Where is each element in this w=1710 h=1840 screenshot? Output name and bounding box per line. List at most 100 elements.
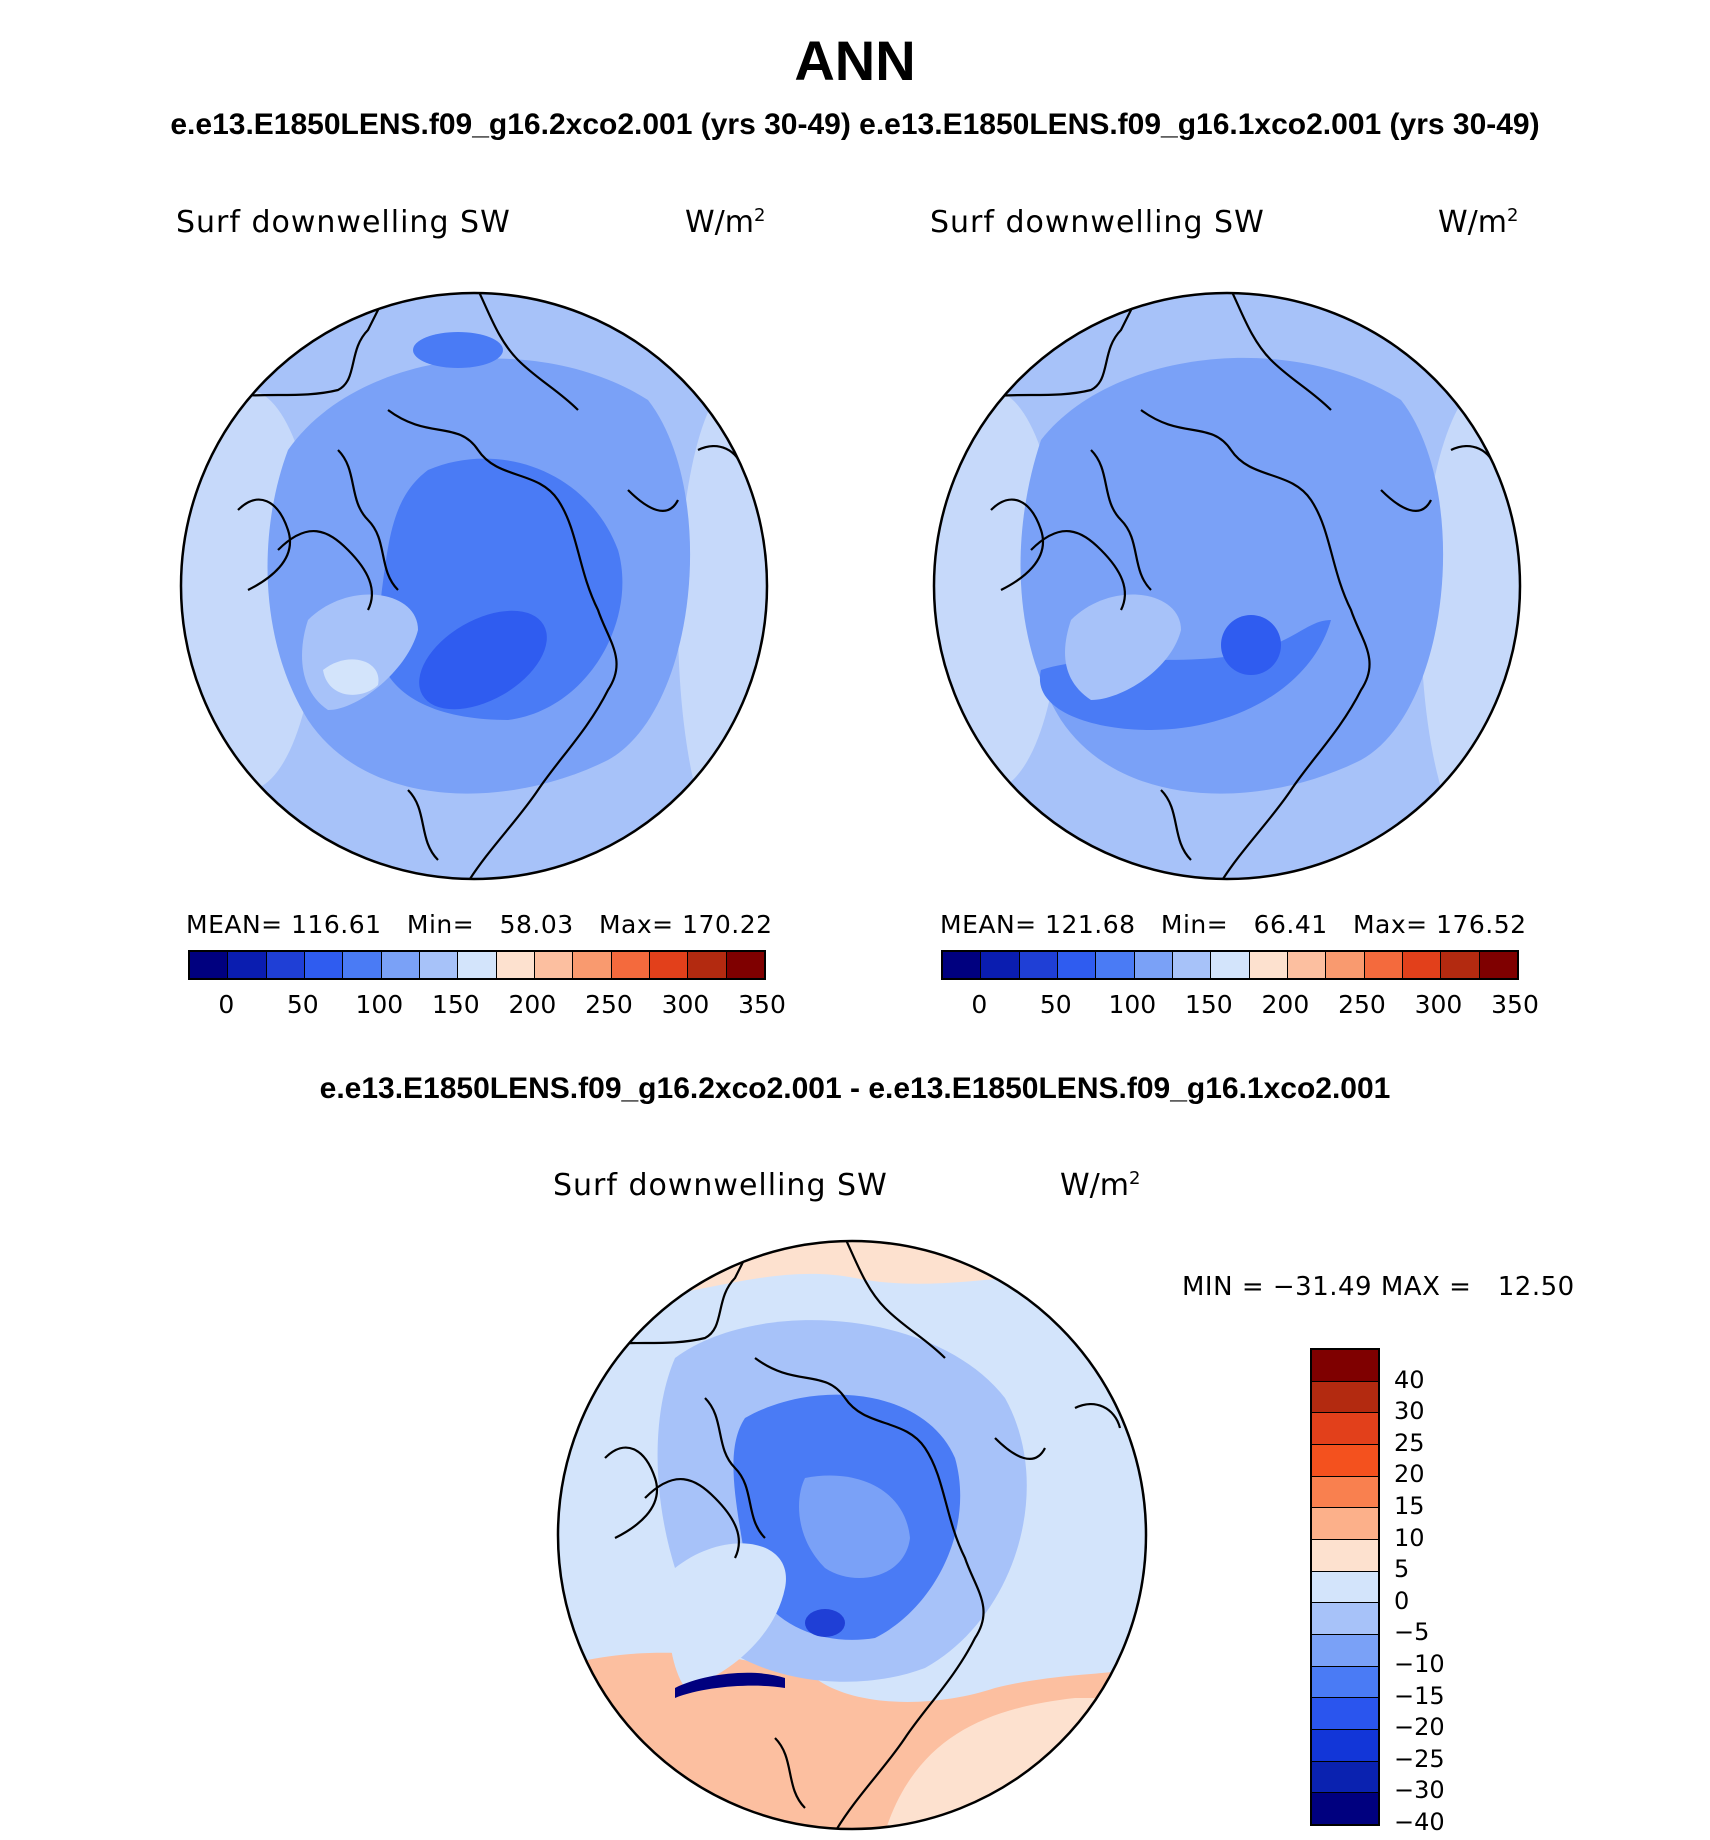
diff-colorbar-label: 15 <box>1394 1492 1425 1520</box>
diff-colorbar-swatch <box>1312 1730 1378 1762</box>
right-map-greenland <box>1065 594 1181 700</box>
diff-colorbar-label: 30 <box>1394 1397 1425 1426</box>
right-colorbar-tick-label: 100 <box>1108 990 1157 1019</box>
diff-colorbar-label: −15 <box>1394 1681 1445 1710</box>
left-map-light-region-east <box>678 380 767 860</box>
left-colorbar-swatch <box>726 952 764 978</box>
right-colorbar-swatch <box>1019 952 1058 978</box>
diff-colorbar-label: 25 <box>1394 1428 1425 1457</box>
left-map-dark-region <box>419 610 547 710</box>
left-colorbar-swatch <box>496 952 535 978</box>
right-colorbar-swatch <box>1402 952 1442 978</box>
right-colorbar <box>941 950 1519 980</box>
diff-colorbar-label: −5 <box>1394 1618 1430 1647</box>
left-map-coastlines <box>217 293 745 879</box>
right-colorbar-tick-label: 50 <box>1039 990 1072 1019</box>
left-polar-map <box>179 291 769 881</box>
diff-units-label: W/m2 <box>1060 1168 1141 1203</box>
left-colorbar-swatch <box>266 952 305 978</box>
left-colorbar-swatch <box>688 952 727 978</box>
diff-subtitle: e.e13.E1850LENS.f09_g16.2xco2.001 - e.e1… <box>319 1072 1391 1105</box>
left-colorbar-tick-label: 50 <box>286 990 319 1019</box>
right-colorbar-swatch <box>1057 952 1097 978</box>
diff-map-greenland <box>668 1543 786 1688</box>
left-colorbar-tick-label: 150 <box>432 990 480 1019</box>
figure-title: ANN <box>794 29 916 92</box>
right-colorbar-tick-label: 350 <box>1491 990 1539 1019</box>
diff-colorbar-swatch <box>1312 1445 1378 1477</box>
diff-colorbar-label: −10 <box>1394 1650 1445 1678</box>
left-colorbar-swatch <box>381 952 420 978</box>
diff-colorbar-label: 0 <box>1394 1586 1410 1615</box>
left-colorbar-swatch <box>611 952 650 978</box>
right-colorbar-tick-label: 300 <box>1414 990 1463 1019</box>
diff-colorbar-swatch <box>1312 1571 1378 1604</box>
diff-colorbar-swatch <box>1312 1540 1378 1572</box>
left-colorbar-swatch <box>649 952 689 978</box>
left-colorbar <box>188 950 766 980</box>
left-map-greenland-core <box>323 659 379 695</box>
left-colorbar-tick-label: 350 <box>738 990 786 1019</box>
left-colorbar-tick-label: 250 <box>585 990 633 1019</box>
diff-colorbar-swatch <box>1312 1761 1378 1794</box>
right-colorbar-swatch <box>1134 952 1173 978</box>
left-map-boundary <box>179 291 769 881</box>
diff-map-cooling-center <box>799 1475 910 1578</box>
left-colorbar-tick-label: 100 <box>355 990 404 1019</box>
right-colorbar-swatch <box>1479 952 1517 978</box>
right-colorbar-swatch <box>1364 952 1403 978</box>
right-colorbar-swatch <box>1249 952 1288 978</box>
right-colorbar-swatch <box>1287 952 1327 978</box>
right-map-dark-region <box>1221 615 1281 675</box>
right-polar-map <box>932 291 1522 881</box>
right-colorbar-ticks: 0 50 100 150 200 250 300 350 <box>941 990 1539 1020</box>
diff-colorbar-swatch <box>1312 1381 1378 1414</box>
diff-colorbar-label: 20 <box>1394 1460 1425 1489</box>
diff-map-dark-streak <box>675 1672 785 1698</box>
right-stats: MEAN= 121.68 Min= 66.41 Max= 176.52 <box>940 910 1527 939</box>
diff-stats: MIN = −31.49 MAX = 12.50 <box>1182 1272 1575 1302</box>
left-colorbar-swatch <box>458 952 497 978</box>
right-colorbar-tick-label: 150 <box>1185 990 1233 1019</box>
left-colorbar-swatch <box>419 952 459 978</box>
diff-colorbar-swatch <box>1312 1666 1378 1699</box>
diff-colorbar-labels: 40 30 25 20 15 10 5 0 −5 −10 −15 −20 −25 −30 −40 <box>1394 1348 1514 1836</box>
left-colorbar-swatch <box>228 952 267 978</box>
right-colorbar-tick-label: 200 <box>1261 990 1310 1019</box>
left-colorbar-swatch <box>304 952 344 978</box>
right-colorbar-swatch <box>1172 952 1212 978</box>
diff-map-boundary <box>556 1239 1148 1831</box>
right-colorbar-swatch <box>1326 952 1365 978</box>
diff-polar-map <box>556 1239 1148 1831</box>
right-colorbar-swatch <box>1096 952 1135 978</box>
diff-colorbar-swatch <box>1312 1793 1378 1825</box>
diff-colorbar-swatch <box>1312 1413 1378 1446</box>
left-map-pacific-patch <box>413 332 503 368</box>
diff-colorbar-label: −25 <box>1394 1744 1445 1773</box>
left-variable-label: Surf downwelling SW <box>176 205 511 240</box>
left-units-label: W/m2 <box>685 205 766 240</box>
left-colorbar-tick-label: 300 <box>661 990 710 1019</box>
diff-colorbar-swatch <box>1312 1635 1378 1667</box>
diff-colorbar-swatch <box>1312 1508 1378 1541</box>
diff-colorbar-label: 5 <box>1394 1555 1410 1584</box>
left-colorbar-tick-label: 0 <box>218 990 235 1019</box>
diff-colorbar-swatch <box>1312 1350 1378 1382</box>
right-colorbar-swatch <box>943 952 982 978</box>
right-units-label: W/m2 <box>1438 205 1519 240</box>
diff-colorbar-label: −40 <box>1394 1808 1445 1836</box>
diff-colorbar-label: −30 <box>1394 1776 1445 1805</box>
top-subtitle: e.e13.E1850LENS.f09_g16.2xco2.001 (yrs 3… <box>170 108 1540 141</box>
right-map-boundary <box>932 291 1522 881</box>
diff-map-coastlines <box>584 1241 1122 1829</box>
left-stats: MEAN= 116.61 Min= 58.03 Max= 170.22 <box>186 910 773 939</box>
diff-map-svalbard-min <box>805 1609 845 1637</box>
right-colorbar-swatch <box>981 952 1020 978</box>
right-colorbar-tick-label: 250 <box>1338 990 1386 1019</box>
diff-colorbar-swatch <box>1312 1603 1378 1636</box>
left-colorbar-tick-label: 200 <box>508 990 557 1019</box>
right-map-mid-region <box>1020 357 1444 794</box>
diff-colorbar-label: 40 <box>1394 1365 1425 1394</box>
left-colorbar-swatch <box>534 952 574 978</box>
right-colorbar-tick-label: 0 <box>971 990 988 1019</box>
